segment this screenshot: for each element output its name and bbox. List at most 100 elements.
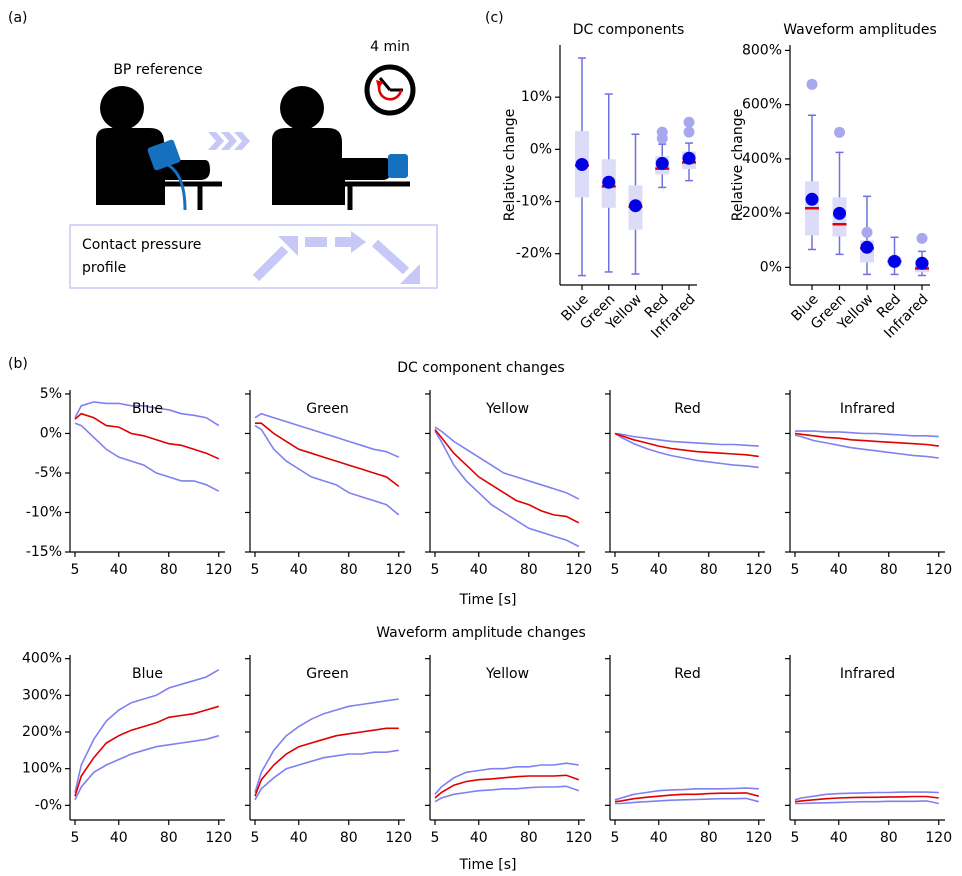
x-tick-label: 5 [431, 562, 440, 578]
y-tick-label: 0% [40, 425, 62, 441]
series-line [434, 429, 580, 524]
series-line [434, 430, 580, 548]
chart-title: Blue [132, 401, 163, 417]
x-tick-label: 120 [385, 562, 412, 578]
x-tick-label: 120 [925, 830, 952, 846]
time-label: 4 min [370, 39, 410, 55]
x-tick-label: 40 [470, 830, 488, 846]
pressure-arrows [252, 231, 420, 284]
series-line [615, 797, 760, 805]
x-tick-label: 40 [470, 562, 488, 578]
x-tick-label: 5 [611, 562, 620, 578]
x-tick-label: 40 [830, 830, 848, 846]
series-line [254, 749, 399, 801]
sensor [388, 154, 408, 178]
diagram: BP reference 4 min Contact pressure prof… [69, 39, 438, 289]
flier [656, 132, 668, 144]
chart-title: Infrared [840, 401, 895, 417]
mean [629, 199, 642, 213]
chart-title: Infrared [840, 666, 895, 682]
mean [805, 192, 819, 206]
x-tick-label: 120 [205, 830, 232, 846]
x-tick-label: 5 [251, 562, 260, 578]
clock-arc [377, 83, 403, 101]
bp-label: BP reference [113, 62, 202, 78]
chart-title: Red [674, 666, 701, 682]
y-tick-label: 10% [521, 89, 552, 105]
row-title: Waveform amplitude changes [376, 625, 586, 641]
y-tick-label: 600% [742, 97, 782, 113]
profile-label: profile [82, 260, 126, 276]
row-title: DC component changes [397, 360, 564, 376]
person-head [280, 86, 324, 130]
x-tick-label: 120 [205, 562, 232, 578]
mean [915, 256, 929, 270]
chart-title: Waveform amplitudes [783, 22, 937, 38]
x-tick-label: 40 [650, 562, 668, 578]
y-tick-label: -0% [35, 797, 62, 813]
x-tick-label: 80 [700, 830, 718, 846]
y-axis-label: Relative change [730, 109, 746, 221]
mean [860, 240, 874, 254]
series-line [434, 426, 580, 500]
profile-label: Contact pressure [82, 237, 201, 253]
series-line [74, 422, 220, 492]
chevrons [208, 132, 250, 150]
x-tick-label: 5 [791, 830, 800, 846]
mean [682, 151, 696, 165]
mean [833, 206, 846, 220]
series-line [254, 727, 399, 797]
clock-hand [378, 77, 392, 91]
x-tick-label: 5 [431, 830, 440, 846]
x-tick-label: 80 [340, 562, 358, 578]
panel-label: (c) [485, 10, 504, 26]
person-body [96, 128, 210, 205]
person-body [272, 128, 392, 205]
x-tick-label: 40 [110, 830, 128, 846]
panel-label: (b) [8, 356, 28, 372]
mean [888, 254, 901, 268]
x-axis-label: Time [s] [459, 592, 517, 608]
series-line [794, 791, 939, 801]
y-tick-label: -15% [26, 544, 62, 560]
person-head [100, 86, 144, 130]
flier [683, 116, 695, 128]
mean [602, 175, 616, 189]
series-line [254, 424, 400, 516]
flier [834, 126, 845, 138]
x-tick-label: 80 [880, 562, 898, 578]
x-tick-label: 40 [110, 562, 128, 578]
mean [655, 156, 669, 170]
y-tick-label: 0% [530, 141, 552, 157]
series-line [74, 734, 220, 801]
flier [683, 126, 695, 138]
chart-title: Blue [132, 666, 163, 682]
x-tick-label: 120 [565, 830, 592, 846]
y-tick-label: 400% [22, 651, 62, 667]
chart-title: Yellow [485, 401, 529, 417]
series-line [794, 432, 939, 447]
x-tick-label: 80 [520, 562, 538, 578]
x-tick-label: 5 [251, 830, 260, 846]
series-line [254, 698, 399, 793]
series-line [614, 787, 759, 801]
x-tick-label: 120 [565, 562, 592, 578]
chart-title: Yellow [485, 666, 529, 682]
chart-title: DC components [573, 22, 685, 38]
mean [575, 157, 589, 171]
x-tick-label: 80 [700, 562, 718, 578]
y-tick-label: 0% [760, 259, 782, 275]
panel-label: (a) [8, 10, 28, 26]
y-tick-label: 200% [742, 205, 782, 221]
flier [806, 78, 818, 90]
series-line [614, 432, 759, 447]
flier [916, 232, 928, 244]
series-line [795, 800, 939, 805]
y-tick-label: 200% [22, 724, 62, 740]
x-tick-label: 80 [160, 830, 178, 846]
y-tick-label: 5% [40, 386, 62, 402]
x-tick-label: 5 [791, 562, 800, 578]
series-line [795, 430, 939, 438]
y-tick-label: 400% [742, 151, 782, 167]
